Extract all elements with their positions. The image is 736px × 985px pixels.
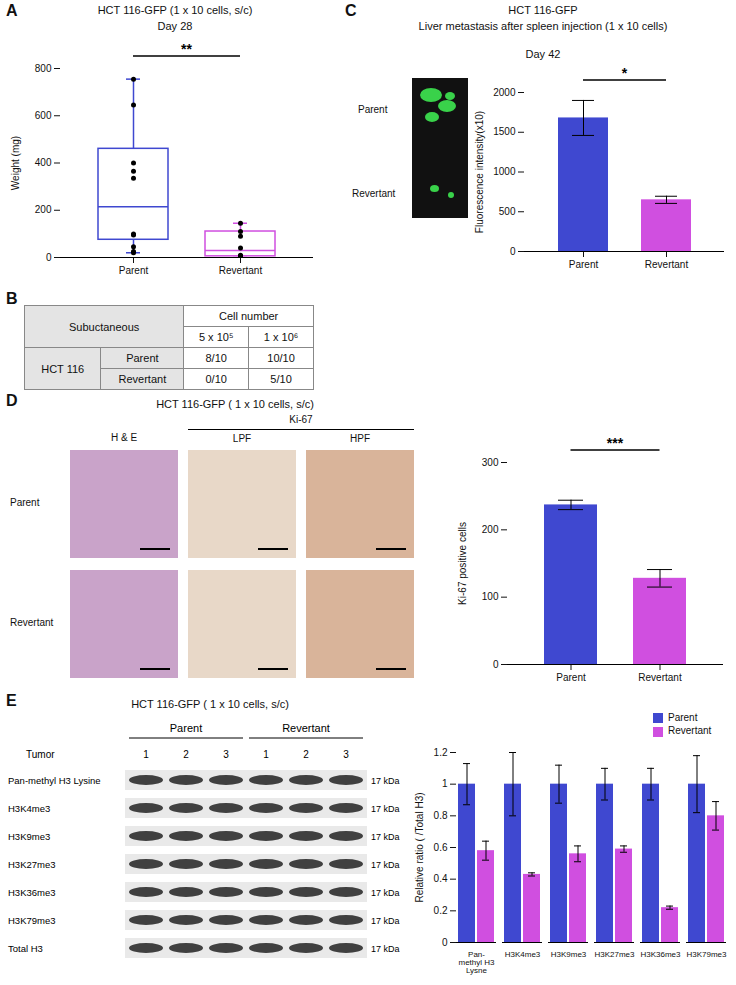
svg-text:1: 1 — [442, 778, 448, 789]
svg-text:2: 2 — [303, 749, 309, 760]
html-text:E: E — [6, 692, 17, 709]
svg-text:H3K36me3: H3K36me3 — [640, 950, 681, 959]
html-text:Parent: Parent — [358, 104, 388, 115]
html-text:HCT 116: HCT 116 — [41, 362, 85, 375]
svg-text:H3K9me3: H3K9me3 — [8, 831, 50, 842]
svg-text:Pan-methyl H3Lysne: Pan-methyl H3Lysne — [458, 950, 495, 975]
html-text:Revertant: Revertant — [10, 617, 54, 628]
svg-text:0.6: 0.6 — [434, 842, 448, 853]
svg-text:Parent: Parent — [569, 259, 599, 270]
html-text:5/10: 5/10 — [270, 373, 292, 385]
svg-text:1: 1 — [263, 749, 269, 760]
svg-text:500: 500 — [499, 206, 516, 217]
svg-text:300: 300 — [482, 457, 499, 468]
html-text:Parent: Parent — [126, 352, 159, 364]
svg-text:H3K36me3: H3K36me3 — [8, 887, 56, 898]
html-text:HCT 116-GFP: HCT 116-GFP — [508, 4, 578, 16]
html-text:Revertant: Revertant — [118, 373, 167, 385]
html-text:5 x 10⁵: 5 x 10⁵ — [198, 331, 234, 343]
svg-text:800: 800 — [35, 63, 52, 74]
html-text:B: B — [6, 290, 18, 307]
svg-text:200: 200 — [35, 204, 52, 215]
svg-text:H3K27me3: H3K27me3 — [8, 859, 56, 870]
svg-text:H3K4me3: H3K4me3 — [8, 803, 50, 814]
svg-text:0: 0 — [493, 659, 499, 670]
svg-text:Pan-methyl H3 Lysine: Pan-methyl H3 Lysine — [8, 775, 101, 786]
svg-text:1: 1 — [143, 749, 149, 760]
svg-text:17 kDa: 17 kDa — [371, 888, 400, 898]
html-text:HCT 116-GFP (1 x 10 cells, s/c: HCT 116-GFP (1 x 10 cells, s/c) — [97, 4, 253, 16]
svg-text:1.2: 1.2 — [434, 747, 448, 758]
svg-text:Ki-67 positive cells: Ki-67 positive cells — [457, 522, 468, 605]
html-text:Parent: Parent — [668, 712, 698, 723]
svg-text:17 kDa: 17 kDa — [371, 916, 400, 926]
svg-text:Revertant: Revertant — [219, 265, 263, 276]
svg-text:1000: 1000 — [493, 166, 516, 177]
svg-text:H3K79me3: H3K79me3 — [8, 915, 56, 926]
html-text:Day 28: Day 28 — [157, 20, 193, 32]
html-text:Day 42: Day 42 — [525, 48, 561, 60]
svg-text:400: 400 — [35, 157, 52, 168]
svg-text:H3K79me3: H3K79me3 — [686, 950, 727, 959]
html-text:Cell number: Cell number — [219, 310, 279, 322]
svg-text:2: 2 — [183, 749, 189, 760]
svg-text:0: 0 — [510, 246, 516, 257]
svg-text:0.2: 0.2 — [434, 905, 448, 916]
svg-text:Relative ratio ( /Total H3): Relative ratio ( /Total H3) — [414, 792, 425, 902]
svg-text:H3K4me3: H3K4me3 — [505, 950, 541, 959]
svg-text:17 kDa: 17 kDa — [371, 804, 400, 814]
svg-text:Weight (mg): Weight (mg) — [10, 136, 21, 190]
svg-text:17 kDa: 17 kDa — [371, 776, 400, 786]
svg-text:*: * — [622, 65, 628, 81]
html-text:0/10: 0/10 — [205, 373, 227, 385]
html-text:HCT 116-GFP ( 1 x 10 cells, s/: HCT 116-GFP ( 1 x 10 cells, s/c) — [131, 698, 289, 710]
svg-text:Revertant: Revertant — [282, 722, 330, 734]
html-text:Revertant: Revertant — [668, 725, 712, 737]
svg-text:17 kDa: 17 kDa — [371, 832, 400, 842]
svg-text:100: 100 — [482, 591, 499, 602]
svg-text:Parent: Parent — [119, 265, 149, 276]
svg-text:2000: 2000 — [493, 87, 516, 98]
svg-text:600: 600 — [35, 110, 52, 121]
svg-text:17 kDa: 17 kDa — [371, 860, 400, 870]
svg-text:Revertant: Revertant — [638, 672, 682, 683]
svg-text:1500: 1500 — [493, 126, 516, 137]
html-text:HCT 116-GFP ( 1 x 10 cells, s/: HCT 116-GFP ( 1 x 10 cells, s/c) — [156, 398, 314, 410]
html-text:Ki-67: Ki-67 — [289, 414, 313, 425]
html-text:10/10: 10/10 — [267, 352, 295, 364]
svg-text:Parent: Parent — [170, 722, 202, 734]
svg-text:***: *** — [607, 435, 624, 451]
svg-text:Revertant: Revertant — [645, 259, 689, 270]
svg-text:200: 200 — [482, 524, 499, 535]
html-text:1 x 10⁶: 1 x 10⁶ — [263, 331, 299, 343]
html-text:LPF: LPF — [232, 433, 252, 444]
html-text:C: C — [345, 2, 357, 19]
svg-text:3: 3 — [343, 749, 349, 760]
svg-text:H3K9me3: H3K9me3 — [551, 950, 587, 959]
html-text:Parent: Parent — [10, 497, 40, 508]
svg-text:0.4: 0.4 — [434, 873, 448, 884]
svg-text:3: 3 — [223, 749, 229, 760]
html-text:HPF: HPF — [350, 433, 370, 444]
html-text:A: A — [6, 2, 18, 19]
html-text:Subuctaneous: Subuctaneous — [69, 320, 140, 333]
html-text:Liver metastasis after spleen: Liver metastasis after spleen injection … — [418, 20, 668, 32]
svg-text:Total H3: Total H3 — [8, 943, 43, 954]
svg-text:Fluorescence intensity(x10): Fluorescence intensity(x10) — [474, 111, 485, 233]
svg-text:0: 0 — [442, 937, 448, 948]
html-text:D: D — [6, 392, 18, 409]
svg-text:Parent: Parent — [556, 672, 586, 683]
svg-text:0: 0 — [46, 252, 52, 263]
html-text:8/10: 8/10 — [205, 352, 227, 364]
html-text:H & E: H & E — [110, 432, 138, 443]
svg-text:0.8: 0.8 — [434, 810, 448, 821]
svg-text:Tumor: Tumor — [26, 749, 55, 760]
svg-text:17 kDa: 17 kDa — [371, 944, 400, 954]
html-text:Revertant: Revertant — [352, 188, 396, 199]
svg-text:H3K27me3: H3K27me3 — [594, 950, 635, 959]
svg-text:**: ** — [181, 41, 192, 57]
